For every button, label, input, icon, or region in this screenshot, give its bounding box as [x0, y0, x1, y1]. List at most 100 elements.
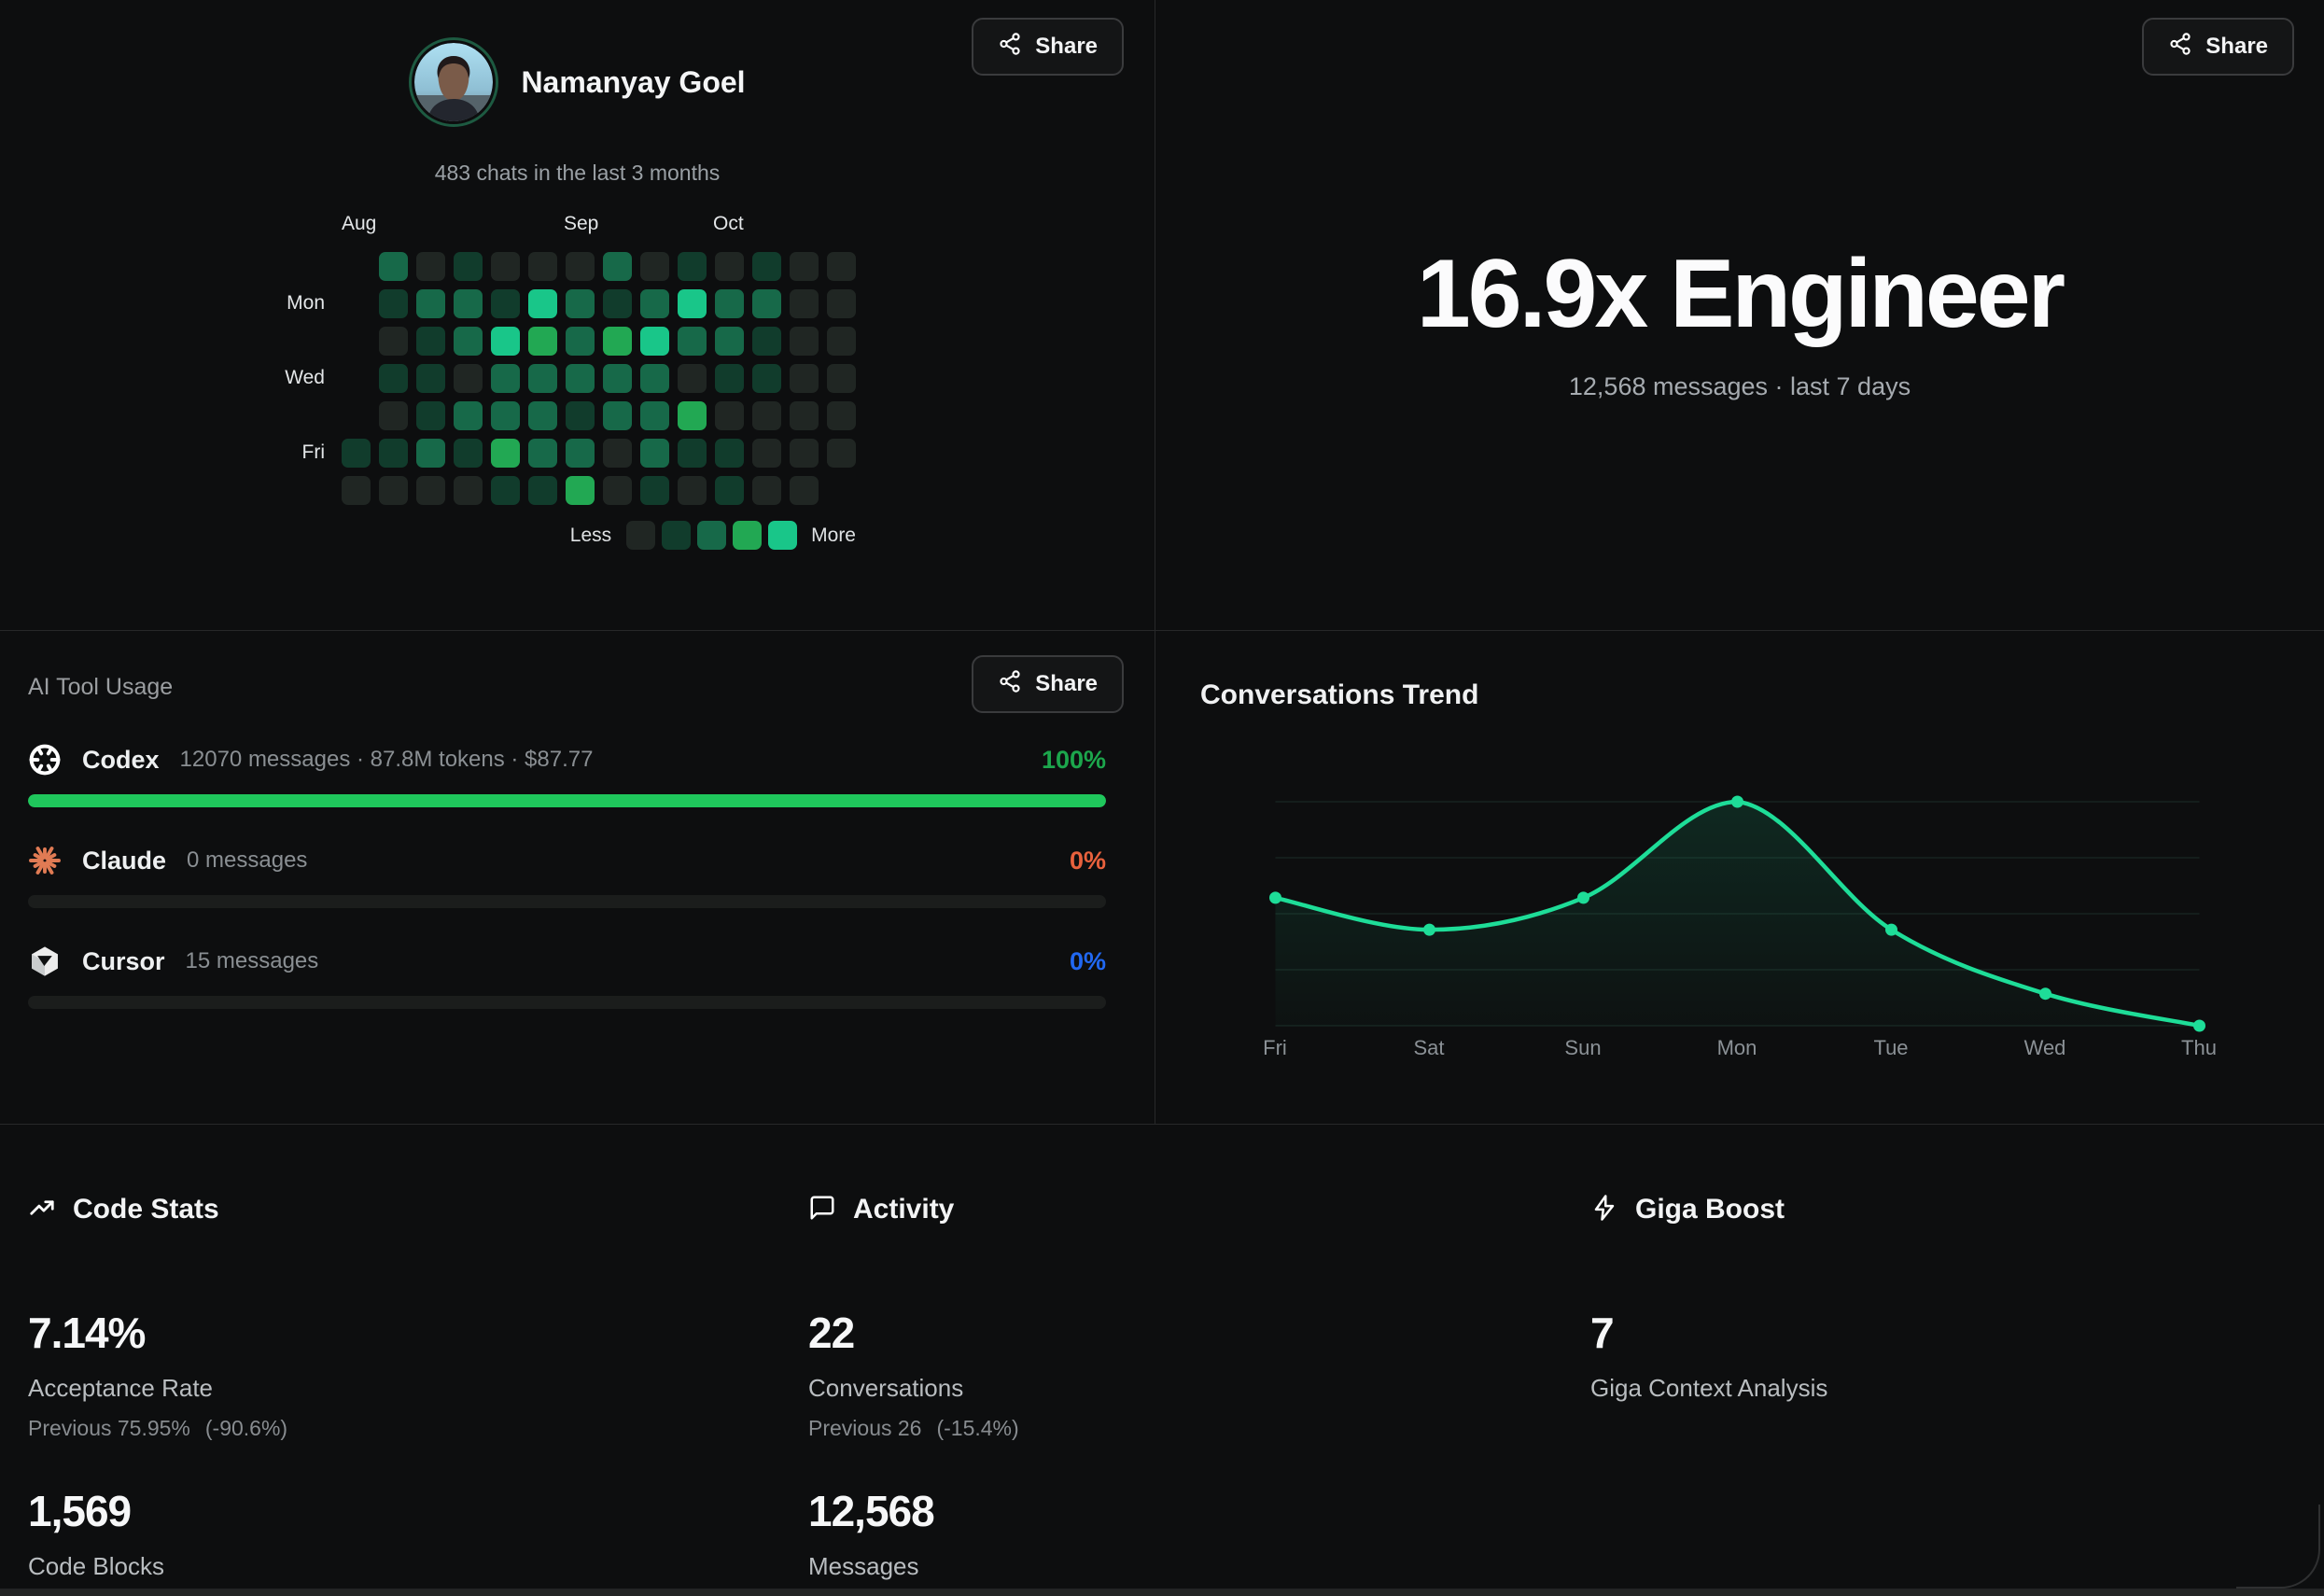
x-axis-label: Thu — [2181, 1036, 2217, 1059]
heatmap-cell — [752, 439, 781, 468]
x-axis-label: Tue — [1873, 1036, 1909, 1059]
heatmap-cell — [528, 439, 557, 468]
heatmap-cell — [603, 252, 632, 281]
share-button-tools[interactable]: Share — [972, 655, 1124, 713]
stat-value: 12,568 — [808, 1487, 935, 1535]
heatmap-cell — [678, 439, 707, 468]
x-axis-label: Sat — [1413, 1036, 1445, 1059]
trending-up-icon — [28, 1194, 56, 1226]
trend-x-axis-labels: Fri Sat Sun Mon Tue Wed Thu — [1263, 1036, 2217, 1064]
stats-header: Activity — [808, 1192, 1462, 1227]
heatmap-cell — [603, 327, 632, 356]
tool-progress-track — [28, 895, 1106, 908]
tool-name: Claude — [82, 846, 167, 875]
stats-column-activity: Activity 22 Conversations Previous 26 (-15.4… — [808, 1125, 1462, 1581]
share-icon — [2168, 32, 2192, 63]
heatmap-month-label: Aug — [342, 213, 377, 234]
heatmap-cell — [342, 439, 371, 468]
heatmap-cell — [566, 476, 595, 505]
share-button-profile[interactable]: Share — [972, 18, 1124, 76]
stat-value: 22 — [808, 1309, 855, 1357]
heatmap-cell — [678, 401, 707, 430]
heatmap-cell — [528, 401, 557, 430]
stats-title: Code Stats — [73, 1194, 219, 1225]
tool-row-claude: Claude 0 messages 0% — [28, 840, 1106, 908]
stat-label: Acceptance Rate — [28, 1374, 214, 1402]
heatmap-cell — [416, 476, 445, 505]
heatmap-cell — [454, 364, 483, 393]
tool-percent: 0% — [1069, 946, 1106, 975]
heatmap-cell — [379, 364, 408, 393]
heatmap-cell — [416, 401, 445, 430]
data-point — [1577, 891, 1589, 904]
heatmap-cell — [528, 476, 557, 505]
heatmap-cell — [640, 401, 669, 430]
heatmap-cell — [566, 364, 595, 393]
heatmap-cell — [379, 401, 408, 430]
heatmap-cell — [640, 476, 669, 505]
data-point — [1423, 923, 1435, 936]
heatmap-cell — [790, 476, 819, 505]
hero-title: 16.9x Engineer — [1416, 239, 2065, 348]
heatmap-cell — [416, 252, 445, 281]
data-point — [1885, 923, 1897, 936]
heatmap-cell — [491, 401, 520, 430]
heatmap-cell — [790, 327, 819, 356]
horizontal-divider-2 — [0, 1124, 2324, 1125]
contribution-heatmap: Aug Sep Oct Mon Wed Fri — [285, 213, 856, 505]
heatmap-cell — [603, 289, 632, 318]
tool-percent: 100% — [1041, 745, 1106, 774]
heatmap-cell — [528, 327, 557, 356]
heatmap-cell — [454, 327, 483, 356]
heatmap-cell — [491, 327, 520, 356]
heatmap-cell — [752, 327, 781, 356]
profile-subtitle: 483 chats in the last 3 months — [434, 161, 721, 185]
legend-swatch — [768, 521, 798, 550]
heatmap-cell — [528, 364, 557, 393]
heatmap-cell — [678, 327, 707, 356]
heatmap-cell — [790, 401, 819, 430]
share-button-label: Share — [1035, 671, 1098, 696]
stats-section: Code Stats 7.14% Acceptance Rate Previous 7… — [0, 1125, 2324, 1589]
heatmap-cell — [752, 289, 781, 318]
chart-title: Conversations Trend — [1200, 679, 1479, 710]
heatmap-cell — [827, 327, 856, 356]
heatmap-cell — [491, 476, 520, 505]
cursor-icon — [28, 945, 62, 978]
heatmap-grid — [342, 252, 856, 505]
heatmap-cell — [827, 289, 856, 318]
trend-chart — [1269, 795, 2205, 1032]
heatmap-cell — [603, 439, 632, 468]
legend-less-label: Less — [569, 524, 612, 546]
stat-value: 7 — [1590, 1309, 1615, 1357]
data-point — [2193, 1019, 2205, 1032]
stats-column-giga-boost: Giga Boost 7 Giga Context Analysis — [1590, 1125, 2244, 1403]
heatmap-cell — [566, 327, 595, 356]
heatmap-cell — [678, 476, 707, 505]
heatmap-cell — [603, 364, 632, 393]
heatmap-cell — [491, 439, 520, 468]
heatmap-cell — [790, 439, 819, 468]
share-button-hero[interactable]: Share — [2142, 18, 2294, 76]
tool-name: Cursor — [82, 946, 165, 975]
heatmap-cell — [342, 476, 371, 505]
share-button-label: Share — [2205, 34, 2268, 59]
stat-label: Giga Context Analysis — [1590, 1374, 1828, 1402]
heatmap-cell — [566, 252, 595, 281]
heatmap-cell — [379, 289, 408, 318]
x-axis-label: Wed — [2023, 1036, 2066, 1059]
heatmap-cell — [715, 252, 744, 281]
heatmap-cell — [491, 289, 520, 318]
share-button-label: Share — [1035, 34, 1098, 59]
share-icon — [998, 669, 1022, 700]
avatar — [409, 37, 499, 127]
heatmap-cell — [678, 252, 707, 281]
tool-progress-track — [28, 996, 1106, 1009]
share-icon — [998, 32, 1022, 63]
heatmap-cell — [454, 476, 483, 505]
stat-delta: (-90.6%) — [204, 1416, 288, 1440]
heatmap-cell — [790, 289, 819, 318]
tool-meta: 15 messages — [185, 948, 319, 973]
tool-usage-title: AI Tool Usage — [28, 674, 174, 700]
